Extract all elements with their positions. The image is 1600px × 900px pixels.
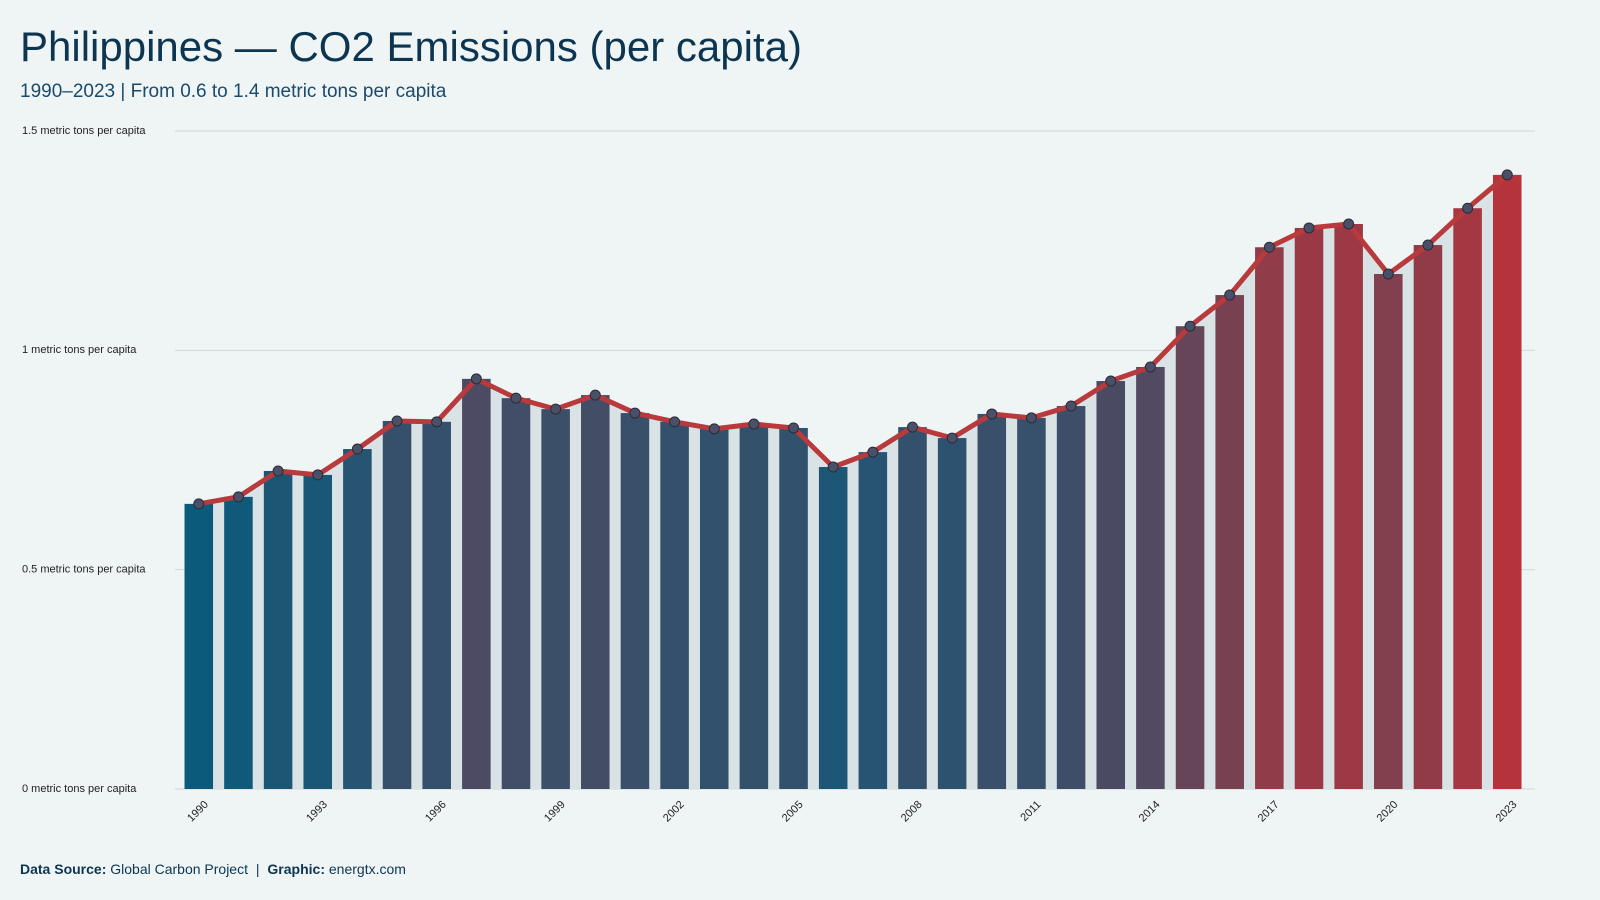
- point: [193, 498, 205, 510]
- bar: [977, 413, 1007, 789]
- bar: [541, 409, 570, 789]
- bar: [343, 449, 372, 789]
- graphic-label: Graphic:: [267, 861, 325, 877]
- point: [312, 469, 324, 481]
- bar: [1374, 274, 1403, 789]
- bar: [581, 395, 610, 789]
- bar: [1334, 223, 1363, 790]
- point: [867, 446, 879, 458]
- point: [827, 461, 839, 473]
- point: [1382, 268, 1394, 280]
- point: [431, 416, 443, 428]
- y-tick-label: 1.5 metric tons per capita: [22, 125, 146, 137]
- footer: Data Source: Global Carbon Project | Gra…: [20, 861, 406, 877]
- point: [391, 415, 403, 427]
- point: [510, 392, 522, 404]
- separator: |: [256, 861, 260, 877]
- y-tick-label: 1 metric tons per capita: [22, 344, 137, 356]
- point: [1184, 320, 1196, 332]
- bar: [898, 427, 927, 789]
- point: [1303, 222, 1315, 234]
- point: [1065, 400, 1077, 412]
- point: [1462, 202, 1474, 214]
- point: [1025, 412, 1037, 424]
- point: [788, 422, 800, 434]
- point: [232, 491, 244, 503]
- point: [1144, 361, 1156, 373]
- bar: [462, 378, 491, 789]
- bar: [1413, 245, 1443, 789]
- bar: [1453, 208, 1482, 790]
- point: [1105, 375, 1117, 387]
- bar: [422, 421, 451, 789]
- bar: [263, 470, 293, 789]
- bar: [1215, 295, 1244, 789]
- point: [550, 403, 562, 415]
- graphic: energtx.com: [329, 861, 406, 877]
- point: [629, 407, 641, 419]
- bar: [224, 496, 253, 789]
- bar: [937, 438, 967, 789]
- point: [589, 389, 601, 401]
- point: [272, 465, 284, 477]
- bar: [699, 428, 729, 789]
- chart-title: Philippines — CO2 Emissions (per capita): [20, 23, 802, 70]
- bar: [501, 398, 531, 789]
- bar: [184, 503, 214, 789]
- source-label: Data Source:: [20, 861, 106, 877]
- bar: [660, 421, 689, 789]
- y-tick-label: 0 metric tons per capita: [22, 783, 137, 795]
- bar: [382, 420, 412, 789]
- point: [986, 408, 998, 420]
- bar: [1096, 381, 1126, 789]
- point: [1224, 289, 1236, 301]
- point: [669, 416, 681, 428]
- bar: [739, 424, 769, 789]
- point: [1343, 218, 1355, 230]
- point: [906, 421, 918, 433]
- bar: [818, 467, 848, 789]
- bar: [1492, 174, 1522, 789]
- point: [748, 418, 760, 430]
- point: [946, 432, 958, 444]
- bar: [779, 427, 808, 789]
- point: [1422, 239, 1434, 251]
- point: [1501, 169, 1513, 181]
- bar: [303, 474, 333, 789]
- source: Global Carbon Project: [110, 861, 248, 877]
- line: [198, 172, 1509, 507]
- bar: [1136, 367, 1165, 789]
- bar: [620, 413, 650, 789]
- bar: [1175, 326, 1205, 789]
- point: [708, 423, 720, 435]
- point: [1263, 241, 1275, 253]
- bar: [1294, 227, 1324, 790]
- point: [351, 443, 363, 455]
- y-tick-label: 0.5 metric tons per capita: [22, 564, 146, 576]
- bar: [1017, 417, 1046, 789]
- bar: [1056, 406, 1086, 789]
- point: [470, 373, 482, 385]
- chart-subtitle: 1990–2023 | From 0.6 to 1.4 metric tons …: [20, 81, 447, 102]
- bar: [1255, 247, 1284, 789]
- bar: [858, 452, 888, 789]
